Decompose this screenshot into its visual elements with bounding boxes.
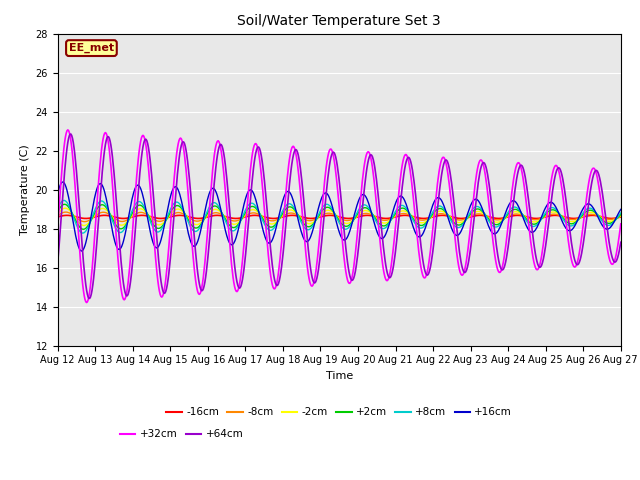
- -8cm: [180, 212, 188, 217]
- +16cm: [124, 220, 131, 226]
- +16cm: [78, 248, 86, 254]
- +8cm: [211, 200, 218, 205]
- +64cm: [54, 262, 61, 267]
- Line: +64cm: +64cm: [58, 134, 621, 299]
- +16cm: [180, 212, 188, 218]
- +32cm: [211, 153, 218, 158]
- +64cm: [67, 131, 75, 137]
- -8cm: [124, 217, 131, 223]
- -8cm: [54, 213, 61, 219]
- -16cm: [63, 213, 71, 218]
- +64cm: [85, 296, 93, 301]
- +64cm: [211, 180, 218, 186]
- -2cm: [81, 223, 88, 228]
- -16cm: [425, 215, 433, 221]
- -2cm: [410, 215, 417, 220]
- +16cm: [426, 211, 433, 217]
- +32cm: [180, 152, 188, 158]
- -2cm: [211, 206, 218, 212]
- +8cm: [124, 220, 131, 226]
- -16cm: [65, 213, 72, 218]
- -2cm: [426, 216, 433, 221]
- +64cm: [426, 267, 433, 273]
- -2cm: [65, 207, 72, 213]
- Title: Soil/Water Temperature Set 3: Soil/Water Temperature Set 3: [237, 14, 441, 28]
- +64cm: [410, 172, 417, 178]
- +2cm: [410, 216, 417, 222]
- Line: +8cm: +8cm: [58, 201, 621, 233]
- -2cm: [124, 219, 131, 225]
- -2cm: [180, 211, 188, 216]
- +64cm: [180, 141, 188, 146]
- -8cm: [61, 209, 69, 215]
- +2cm: [426, 216, 433, 221]
- +2cm: [211, 203, 218, 209]
- -16cm: [607, 216, 615, 221]
- -2cm: [617, 213, 625, 218]
- +16cm: [410, 224, 417, 230]
- -16cm: [210, 213, 218, 218]
- +32cm: [64, 127, 72, 133]
- +2cm: [65, 204, 72, 210]
- +8cm: [617, 210, 625, 216]
- Text: EE_met: EE_met: [69, 43, 114, 53]
- Y-axis label: Temperature (C): Temperature (C): [20, 144, 30, 235]
- -8cm: [65, 210, 72, 216]
- -8cm: [617, 214, 625, 219]
- +16cm: [65, 194, 72, 200]
- +8cm: [60, 198, 68, 204]
- -16cm: [617, 214, 625, 220]
- +64cm: [617, 240, 625, 245]
- -16cm: [123, 216, 131, 221]
- +2cm: [617, 212, 625, 217]
- Line: -16cm: -16cm: [58, 216, 621, 218]
- Line: +16cm: +16cm: [58, 182, 621, 251]
- +16cm: [60, 179, 67, 185]
- +2cm: [124, 220, 131, 226]
- Legend: +32cm, +64cm: +32cm, +64cm: [116, 425, 248, 444]
- +32cm: [410, 194, 417, 200]
- -16cm: [408, 214, 416, 219]
- -2cm: [54, 211, 61, 217]
- Line: +2cm: +2cm: [58, 204, 621, 229]
- +32cm: [54, 227, 61, 233]
- Line: +32cm: +32cm: [58, 130, 621, 302]
- +32cm: [426, 254, 433, 260]
- +2cm: [79, 227, 87, 232]
- +16cm: [617, 206, 625, 212]
- +16cm: [211, 186, 218, 192]
- -8cm: [410, 214, 417, 220]
- +32cm: [65, 128, 72, 133]
- +8cm: [65, 202, 72, 208]
- +64cm: [64, 140, 72, 145]
- -2cm: [61, 205, 69, 211]
- +32cm: [617, 221, 625, 227]
- +16cm: [54, 192, 61, 197]
- +8cm: [180, 210, 188, 216]
- +8cm: [426, 215, 433, 220]
- +2cm: [54, 209, 61, 215]
- -8cm: [81, 219, 88, 225]
- +64cm: [124, 293, 131, 299]
- +8cm: [79, 230, 86, 236]
- +8cm: [54, 206, 61, 212]
- X-axis label: Time: Time: [326, 371, 353, 381]
- +8cm: [410, 217, 417, 223]
- +32cm: [124, 286, 131, 291]
- +2cm: [61, 202, 68, 207]
- Line: -2cm: -2cm: [58, 208, 621, 226]
- -16cm: [180, 213, 188, 218]
- -16cm: [54, 214, 61, 220]
- Line: -8cm: -8cm: [58, 212, 621, 222]
- +32cm: [83, 300, 90, 305]
- -8cm: [211, 210, 218, 216]
- +2cm: [180, 210, 188, 216]
- -8cm: [426, 215, 433, 221]
